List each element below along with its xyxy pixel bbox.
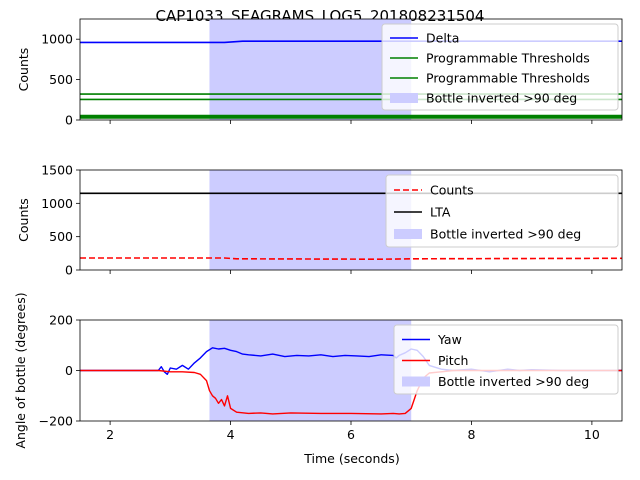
legend: Delta Programmable Thresholds Programmable… — [381, 23, 619, 111]
legend-label: Yaw — [437, 332, 462, 347]
x-tick-label: 6 — [347, 427, 355, 442]
y-tick-label: 1000 — [41, 32, 73, 47]
series-line-counts-0 — [80, 257, 622, 261]
y-axis-label: Counts — [16, 198, 31, 242]
x-tick-label: 10 — [584, 427, 600, 442]
panel-1: 0 500 1000 Counts Delta Programmable Threshol… — [16, 18, 623, 128]
y-axis-label: Angle of bottle (degrees) — [13, 292, 28, 448]
inverted-span — [209, 320, 412, 421]
y-tick-label: 200 — [49, 313, 73, 328]
x-axis-label: Time (seconds) — [303, 451, 399, 466]
legend-swatch — [390, 93, 418, 103]
y-tick-label: −200 — [39, 414, 73, 429]
legend-label: Programmable Thresholds — [426, 51, 590, 66]
inverted-span — [209, 170, 412, 270]
legend-label: Bottle inverted >90 deg — [426, 91, 577, 106]
legend-label: Counts — [430, 183, 474, 198]
y-tick-label: 1000 — [41, 196, 73, 211]
legend-box — [385, 174, 619, 248]
x-tick-label: 8 — [467, 427, 475, 442]
legend-box — [381, 23, 619, 111]
legend-swatch — [394, 229, 422, 239]
legend-swatch — [402, 376, 430, 387]
panel-3: −200 0 200 2 4 6 8 10 Angle of bottle (degrees) Y… — [13, 292, 623, 449]
legend-label: Delta — [426, 31, 459, 46]
inverted-span — [209, 19, 412, 120]
x-tick-label: 2 — [106, 427, 114, 442]
y-tick-label: 0 — [65, 113, 73, 128]
panel-2: 0 500 1000 1500 Counts Counts LTA Bottle invert… — [16, 163, 623, 278]
y-tick-label: 0 — [65, 263, 73, 278]
y-tick-label: 500 — [49, 229, 73, 244]
y-tick-label: 0 — [65, 363, 73, 378]
legend-label: Programmable Thresholds — [426, 71, 590, 86]
x-tick-label: 4 — [227, 427, 235, 442]
legend-label: Pitch — [438, 353, 468, 368]
legend: Yaw Pitch Bottle inverted >90 deg — [393, 324, 619, 395]
y-axis-label: Counts — [16, 48, 31, 92]
y-tick-label: 1500 — [41, 163, 73, 178]
legend-label: Bottle inverted >90 deg — [438, 374, 589, 389]
legend: Counts LTA Bottle inverted >90 deg — [385, 174, 619, 248]
y-tick-label: 500 — [49, 72, 73, 87]
legend-box — [393, 324, 619, 395]
legend-label: Bottle inverted >90 deg — [430, 227, 581, 242]
legend-label: LTA — [430, 205, 451, 220]
